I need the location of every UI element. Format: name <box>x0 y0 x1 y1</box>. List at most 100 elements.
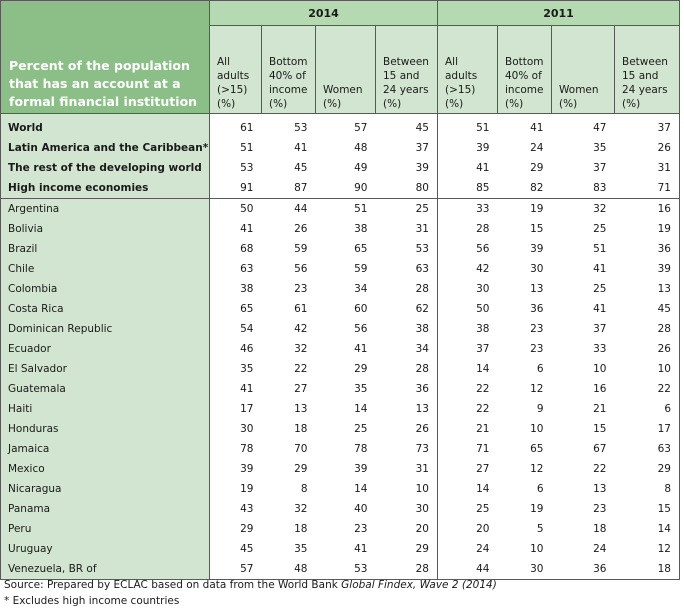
value-cell: 36 <box>530 303 544 315</box>
column-header-line: adults <box>445 70 478 82</box>
value-cell: 29 <box>614 459 680 479</box>
value-cell: 47 <box>593 122 607 134</box>
value-cell: 48 <box>354 142 368 154</box>
value-cell: 8 <box>614 479 680 499</box>
value-cell: 53 <box>415 243 429 255</box>
value-cell: 17 <box>614 419 680 439</box>
row-label: Panama <box>0 499 210 519</box>
value-cell: 61 <box>240 122 254 134</box>
value-cell: 10 <box>530 423 544 435</box>
table-row: Jamaica 78 70 78 73 71 65 67 63 <box>0 439 680 459</box>
value-cell: 46 <box>240 343 254 355</box>
column-header-line: 40% of <box>269 70 306 82</box>
row-header: Percent of the population that has an ac… <box>0 0 210 114</box>
value-cell: 50 <box>209 198 262 219</box>
column-header-line: income <box>269 84 308 96</box>
table-row: Argentina 50 44 51 25 33 19 32 16 <box>0 198 680 219</box>
row-label: Argentina <box>0 198 210 219</box>
column-header-line: Between <box>383 56 429 68</box>
value-cell: 30 <box>415 503 429 515</box>
value-cell: 53 <box>315 559 376 580</box>
value-cell: 20 <box>437 519 498 539</box>
column-header: Between 15 and 24 years (%) <box>614 25 680 114</box>
value-cell: 38 <box>415 323 429 335</box>
column-header-line: 15 and <box>383 70 420 82</box>
row-label: Guatemala <box>0 379 210 399</box>
column-header-line: 24 years <box>622 84 668 96</box>
column-header-line: 40% of <box>505 70 542 82</box>
row-label: High income economies <box>0 178 210 199</box>
value-cell: 18 <box>593 523 607 535</box>
value-cell: 82 <box>530 182 544 194</box>
value-cell: 27 <box>294 383 308 395</box>
value-cell: 36 <box>415 383 429 395</box>
value-cell: 8 <box>300 483 308 495</box>
value-cell: 34 <box>354 283 368 295</box>
value-cell: 26 <box>614 339 680 359</box>
value-cell: 39 <box>530 243 544 255</box>
value-cell: 10 <box>415 483 429 495</box>
value-cell: 63 <box>240 263 254 275</box>
column-header-line: income <box>505 84 544 96</box>
source-publication: Global Findex, Wave 2 (2014) <box>341 579 497 591</box>
value-cell: 60 <box>354 303 368 315</box>
value-cell: 18 <box>294 423 308 435</box>
column-header: Women (%) <box>551 25 615 114</box>
value-cell: 67 <box>593 443 607 455</box>
value-cell: 78 <box>354 443 368 455</box>
row-label: Peru <box>0 519 210 539</box>
value-cell: 10 <box>614 359 680 379</box>
value-cell: 12 <box>614 539 680 559</box>
column-header-line: (%) <box>323 98 342 110</box>
value-cell: 41 <box>354 543 368 555</box>
row-label: Mexico <box>0 459 210 479</box>
value-cell: 63 <box>415 263 429 275</box>
value-cell: 44 <box>437 559 498 580</box>
value-cell: 45 <box>614 299 680 319</box>
value-cell: 35 <box>240 363 254 375</box>
row-label: Haiti <box>0 399 210 419</box>
value-cell: 39 <box>437 138 498 158</box>
value-cell: 33 <box>593 343 607 355</box>
table-row: Costa Rica 65 61 60 62 50 36 41 45 <box>0 299 680 319</box>
value-cell: 36 <box>551 559 615 580</box>
column-header-line: (%) <box>559 98 578 110</box>
table-row: Mexico 39 29 39 31 27 12 22 29 <box>0 459 680 479</box>
row-label: El Salvador <box>0 359 210 379</box>
year-header-2014: 2014 <box>209 0 438 26</box>
value-cell: 23 <box>354 523 368 535</box>
value-cell: 62 <box>415 303 429 315</box>
value-cell: 22 <box>437 399 498 419</box>
value-cell: 14 <box>354 403 368 415</box>
value-cell: 59 <box>354 263 368 275</box>
value-cell: 6 <box>536 363 544 375</box>
column-header-line: (%) <box>269 98 288 110</box>
value-cell: 78 <box>240 443 254 455</box>
value-cell: 24 <box>593 543 607 555</box>
value-cell: 15 <box>530 223 544 235</box>
value-cell: 24 <box>530 142 544 154</box>
value-cell: 16 <box>593 383 607 395</box>
value-cell: 30 <box>437 279 498 299</box>
value-cell: 24 <box>437 539 498 559</box>
value-cell: 30 <box>497 559 552 580</box>
value-cell: 56 <box>437 239 498 259</box>
value-cell: 65 <box>240 303 254 315</box>
footnote: * Excludes high income countries <box>4 595 180 607</box>
value-cell: 73 <box>415 443 429 455</box>
value-cell: 91 <box>240 182 254 194</box>
value-cell: 41 <box>593 303 607 315</box>
column-header: Women (%) <box>315 25 376 114</box>
row-label: Uruguay <box>0 539 210 559</box>
value-cell: 17 <box>240 403 254 415</box>
value-cell: 25 <box>354 423 368 435</box>
column-header-line: (%) <box>217 98 236 110</box>
value-cell: 37 <box>614 113 680 138</box>
table-row: Dominican Republic 54 42 56 38 38 23 37 28 <box>0 319 680 339</box>
value-cell: 56 <box>294 263 308 275</box>
table-row: El Salvador 35 22 29 28 14 6 10 10 <box>0 359 680 379</box>
value-cell: 51 <box>437 113 498 138</box>
value-cell: 19 <box>497 198 552 219</box>
column-header-line: Bottom <box>269 56 308 68</box>
value-cell: 29 <box>415 543 429 555</box>
